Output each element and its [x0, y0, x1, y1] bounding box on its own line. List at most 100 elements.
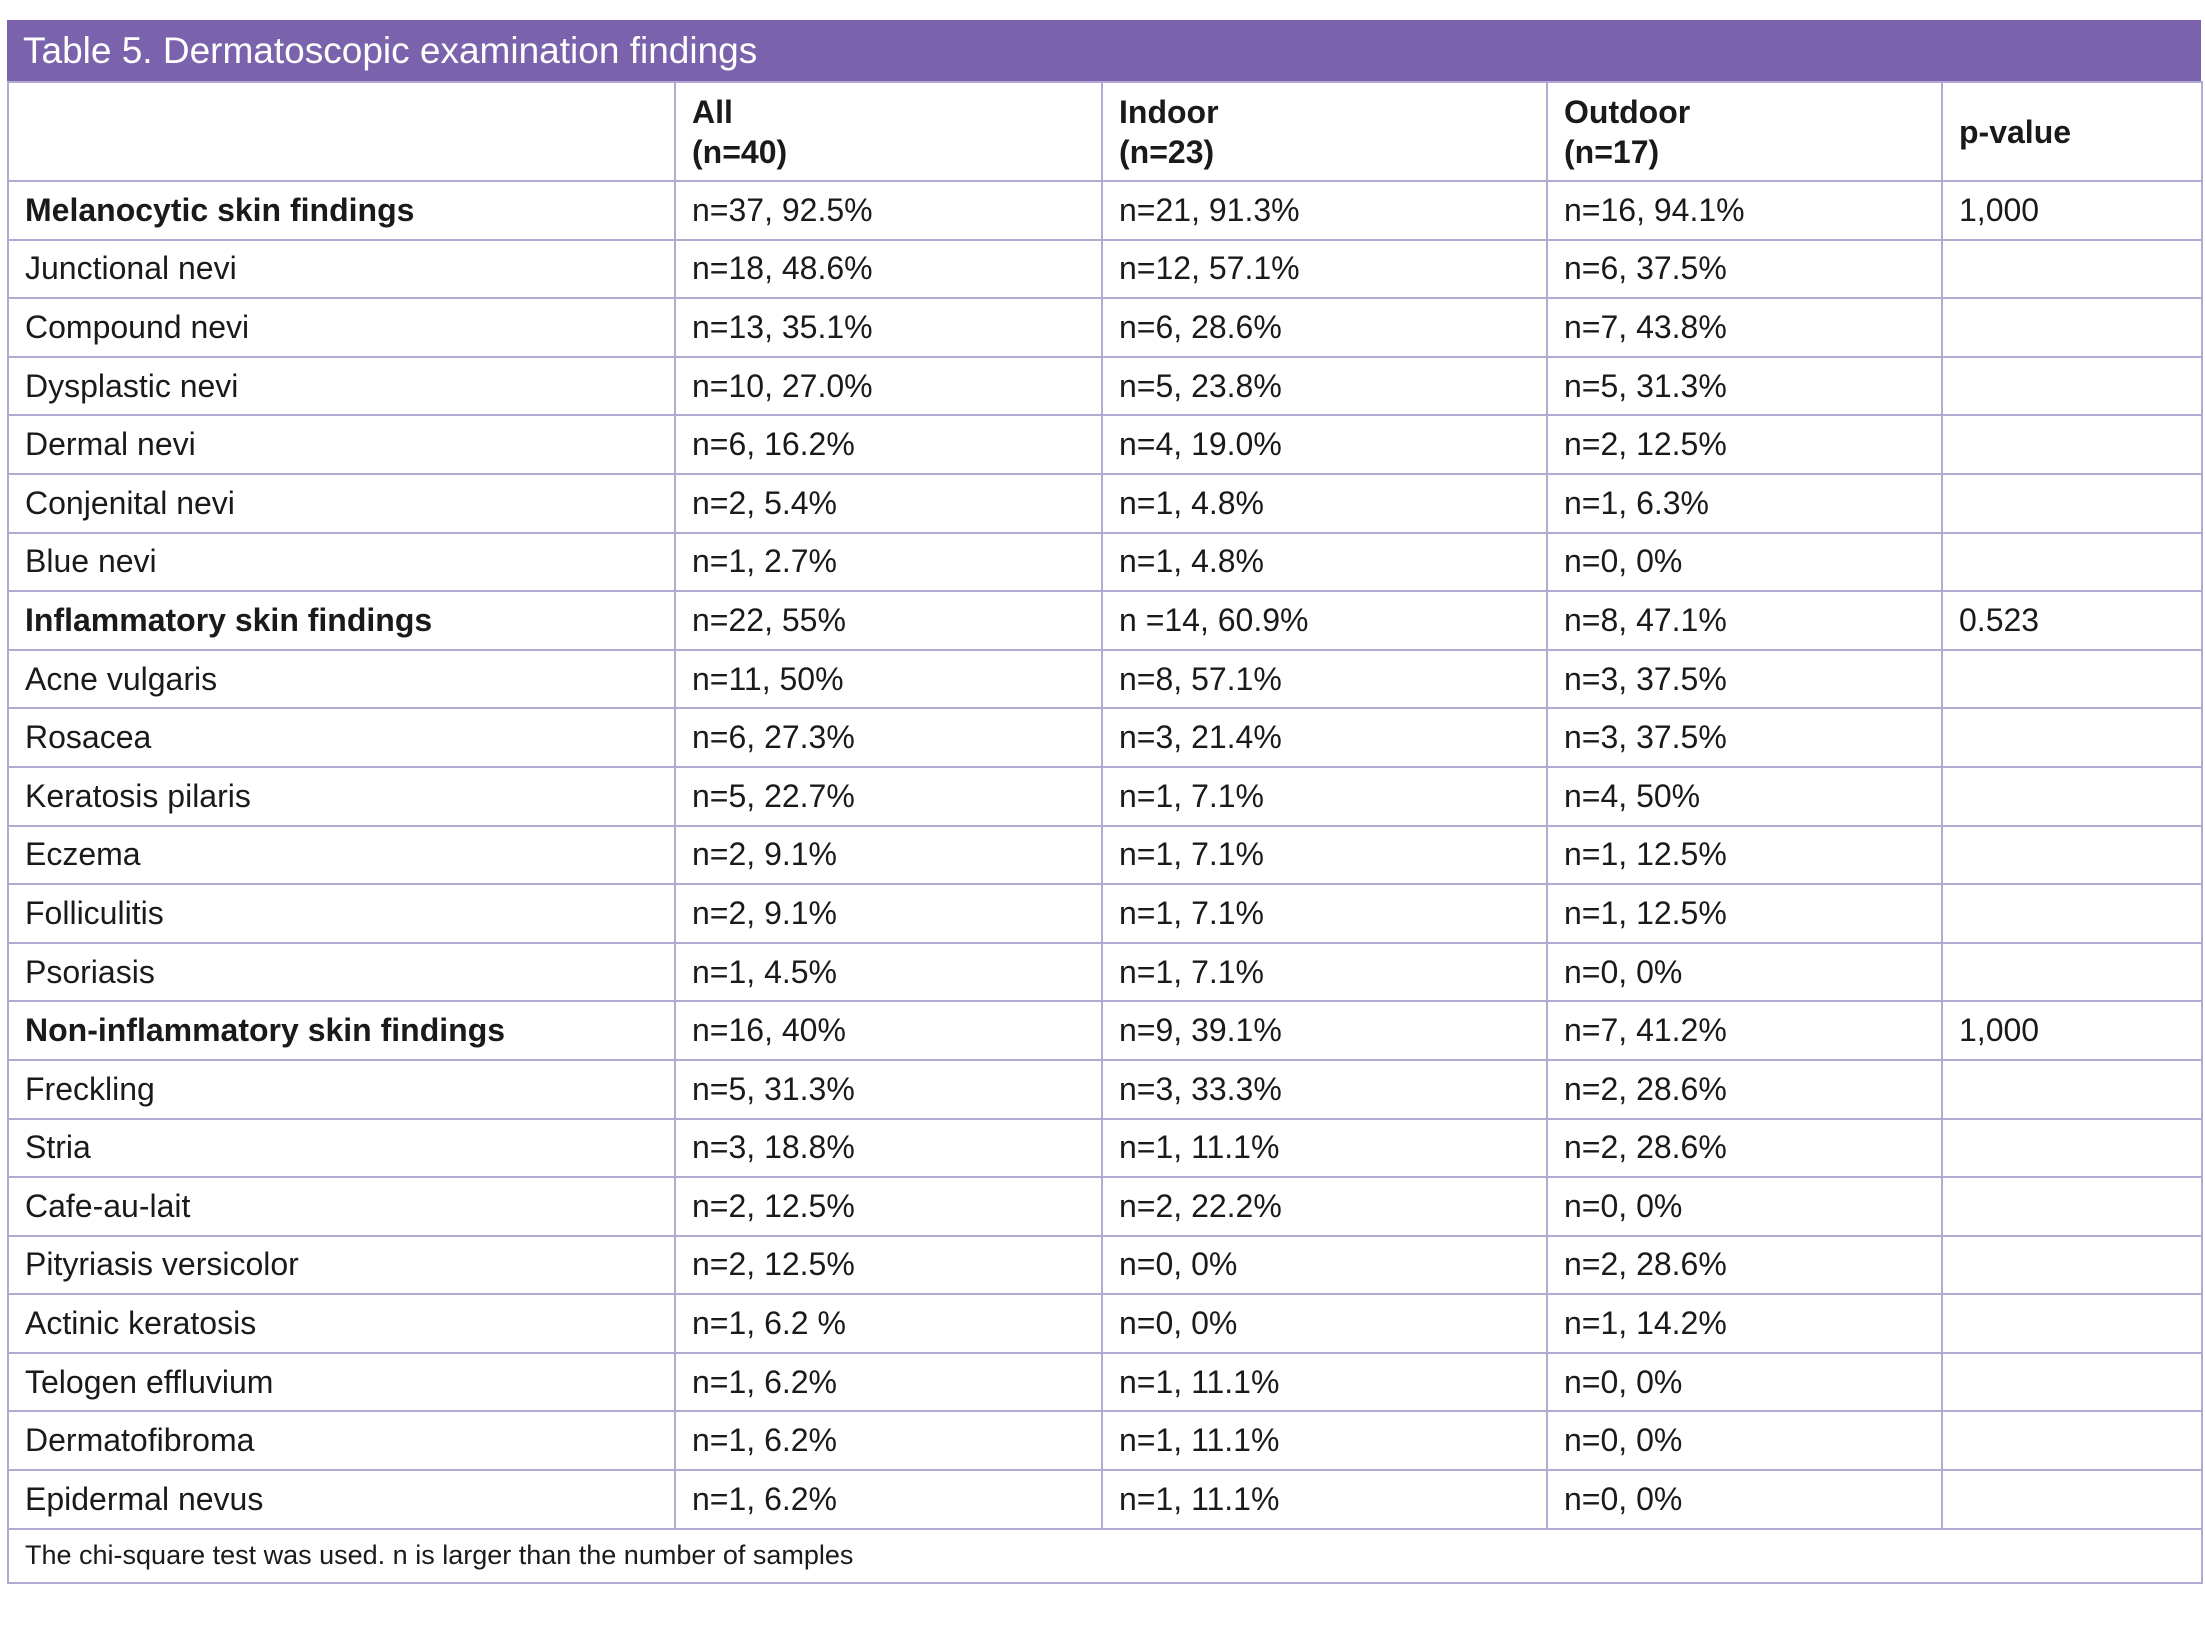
- item-row: Junctional nevi n=18, 48.6% n=12, 57.1% n=6…: [7, 238, 2203, 300]
- cell: Telogen effluvium: [7, 1351, 676, 1413]
- item-row: Blue nevi n=1, 2.7% n=1, 4.8% n=0, 0%: [7, 531, 2203, 593]
- cell: n=3, 18.8%: [674, 1117, 1103, 1179]
- cell: n=1, 11.1%: [1101, 1469, 1548, 1530]
- cell: Acne vulgaris: [7, 648, 676, 710]
- item-row: Freckling n=5, 31.3% n=3, 33.3% n=2, 28.6%: [7, 1058, 2203, 1120]
- item-row: Telogen effluvium n=1, 6.2% n=1, 11.1% n=0,…: [7, 1351, 2203, 1413]
- cell: n=0, 0%: [1546, 1410, 1943, 1472]
- item-row: Dermatofibroma n=1, 6.2% n=1, 11.1% n=0, 0%: [7, 1410, 2203, 1472]
- column-n: (n=17): [1564, 133, 1660, 170]
- cell: [1941, 1176, 2203, 1237]
- cell: Blue nevi: [7, 531, 676, 593]
- header-cell: All (n=40): [674, 81, 1103, 182]
- cell: [1941, 1234, 2203, 1296]
- cell: n=1, 6.2%: [674, 1410, 1103, 1472]
- cell: [1941, 238, 2203, 300]
- item-row: Folliculitis n=2, 9.1% n=1, 7.1% n=1, 12.5%: [7, 883, 2203, 944]
- cell: [1941, 531, 2203, 593]
- cell: n=7, 41.2%: [1546, 1000, 1943, 1061]
- cell: [1941, 648, 2203, 710]
- item-row: Conjenital nevi n=2, 5.4% n=1, 4.8% n=1, 6.…: [7, 472, 2203, 534]
- cell: n=1, 12.5%: [1546, 824, 1943, 886]
- cell: n=1, 6.3%: [1546, 472, 1943, 534]
- cell: [1941, 824, 2203, 886]
- cell: Pityriasis versicolor: [7, 1234, 676, 1296]
- cell: Rosacea: [7, 707, 676, 768]
- cell: [1941, 941, 2203, 1003]
- cell: n=1, 11.1%: [1101, 1351, 1548, 1413]
- item-row: Rosacea n=6, 27.3% n=3, 21.4% n=3, 37.5%: [7, 707, 2203, 768]
- cell: Melanocytic skin findings: [7, 180, 676, 241]
- cell: n=2, 28.6%: [1546, 1117, 1943, 1179]
- cell: Folliculitis: [7, 883, 676, 944]
- cell: Dysplastic nevi: [7, 355, 676, 417]
- cell: n=21, 91.3%: [1101, 180, 1548, 241]
- section-row: Inflammatory skin findings n=22, 55% n =14…: [7, 590, 2203, 651]
- item-row: Dysplastic nevi n=10, 27.0% n=5, 23.8% n=5,…: [7, 355, 2203, 417]
- cell: n=8, 57.1%: [1101, 648, 1548, 710]
- cell: n=1, 7.1%: [1101, 765, 1548, 827]
- section-row: Non-inflammatory skin findings n=16, 40% n…: [7, 1000, 2203, 1061]
- cell: n=3, 21.4%: [1101, 707, 1548, 768]
- item-row: Pityriasis versicolor n=2, 12.5% n=0, 0% n=…: [7, 1234, 2203, 1296]
- header-cell: p-value: [1941, 81, 2203, 182]
- cell: Actinic keratosis: [7, 1293, 676, 1354]
- item-row: Dermal nevi n=6, 16.2% n=4, 19.0% n=2, 12.5…: [7, 414, 2203, 475]
- cell: n=0, 0%: [1101, 1293, 1548, 1354]
- cell: 1,000: [1941, 1000, 2203, 1061]
- section-row: Melanocytic skin findings n=37, 92.5% n=21…: [7, 180, 2203, 241]
- cell: n=1, 7.1%: [1101, 883, 1548, 944]
- cell: Cafe-au-lait: [7, 1176, 676, 1237]
- cell: [1941, 765, 2203, 827]
- header-cell: Indoor (n=23): [1101, 81, 1548, 182]
- cell: [1941, 707, 2203, 768]
- cell: n=0, 0%: [1101, 1234, 1548, 1296]
- item-row: Actinic keratosis n=1, 6.2 % n=0, 0% n=1, 1…: [7, 1293, 2203, 1354]
- cell: [1941, 1469, 2203, 1530]
- cell: n=1, 7.1%: [1101, 941, 1548, 1003]
- cell: n=2, 12.5%: [674, 1234, 1103, 1296]
- cell: n=1, 6.2%: [674, 1469, 1103, 1530]
- item-row: Acne vulgaris n=11, 50% n=8, 57.1% n=3, 37.…: [7, 648, 2203, 710]
- cell: Junctional nevi: [7, 238, 676, 300]
- cell: n=1, 2.7%: [674, 531, 1103, 593]
- cell: n=2, 5.4%: [674, 472, 1103, 534]
- cell: n=0, 0%: [1546, 1176, 1943, 1237]
- footnote-row: The chi-square test was used. n is large…: [7, 1527, 2203, 1584]
- cell: Stria: [7, 1117, 676, 1179]
- cell: n=22, 55%: [674, 590, 1103, 651]
- cell: n=1, 14.2%: [1546, 1293, 1943, 1354]
- cell: n=3, 33.3%: [1101, 1058, 1548, 1120]
- cell: n=8, 47.1%: [1546, 590, 1943, 651]
- column-name: Outdoor: [1564, 93, 1691, 130]
- item-row: Keratosis pilaris n=5, 22.7% n=1, 7.1% n=4,…: [7, 765, 2203, 827]
- cell: [1941, 1351, 2203, 1413]
- cell: n=6, 27.3%: [674, 707, 1103, 768]
- item-row: Compound nevi n=13, 35.1% n=6, 28.6% n=7, 4…: [7, 297, 2203, 358]
- cell: Dermatofibroma: [7, 1410, 676, 1472]
- item-row: Epidermal nevus n=1, 6.2% n=1, 11.1% n=0, 0…: [7, 1469, 2203, 1530]
- cell: n=1, 6.2%: [674, 1351, 1103, 1413]
- header-row: All (n=40) Indoor (n=23) Outdoor (n=17) p-valu…: [7, 81, 2203, 182]
- cell: n=2, 22.2%: [1101, 1176, 1548, 1237]
- cell: n=10, 27.0%: [674, 355, 1103, 417]
- cell: n=37, 92.5%: [674, 180, 1103, 241]
- column-n: (n=23): [1119, 133, 1215, 170]
- cell: [1941, 297, 2203, 358]
- cell: n=12, 57.1%: [1101, 238, 1548, 300]
- cell: n=1, 4.8%: [1101, 531, 1548, 593]
- cell: Eczema: [7, 824, 676, 886]
- cell: n=2, 12.5%: [674, 1176, 1103, 1237]
- cell: [1941, 1293, 2203, 1354]
- cell: Inflammatory skin findings: [7, 590, 676, 651]
- cell: n=0, 0%: [1546, 941, 1943, 1003]
- findings-table: All (n=40) Indoor (n=23) Outdoor (n=17) p-valu…: [7, 81, 2203, 1584]
- item-row: Stria n=3, 18.8% n=1, 11.1% n=2, 28.6%: [7, 1117, 2203, 1179]
- cell: n=5, 23.8%: [1101, 355, 1548, 417]
- cell: Freckling: [7, 1058, 676, 1120]
- cell: n=9, 39.1%: [1101, 1000, 1548, 1061]
- cell: n=7, 43.8%: [1546, 297, 1943, 358]
- cell: n=0, 0%: [1546, 1469, 1943, 1530]
- cell: [1941, 355, 2203, 417]
